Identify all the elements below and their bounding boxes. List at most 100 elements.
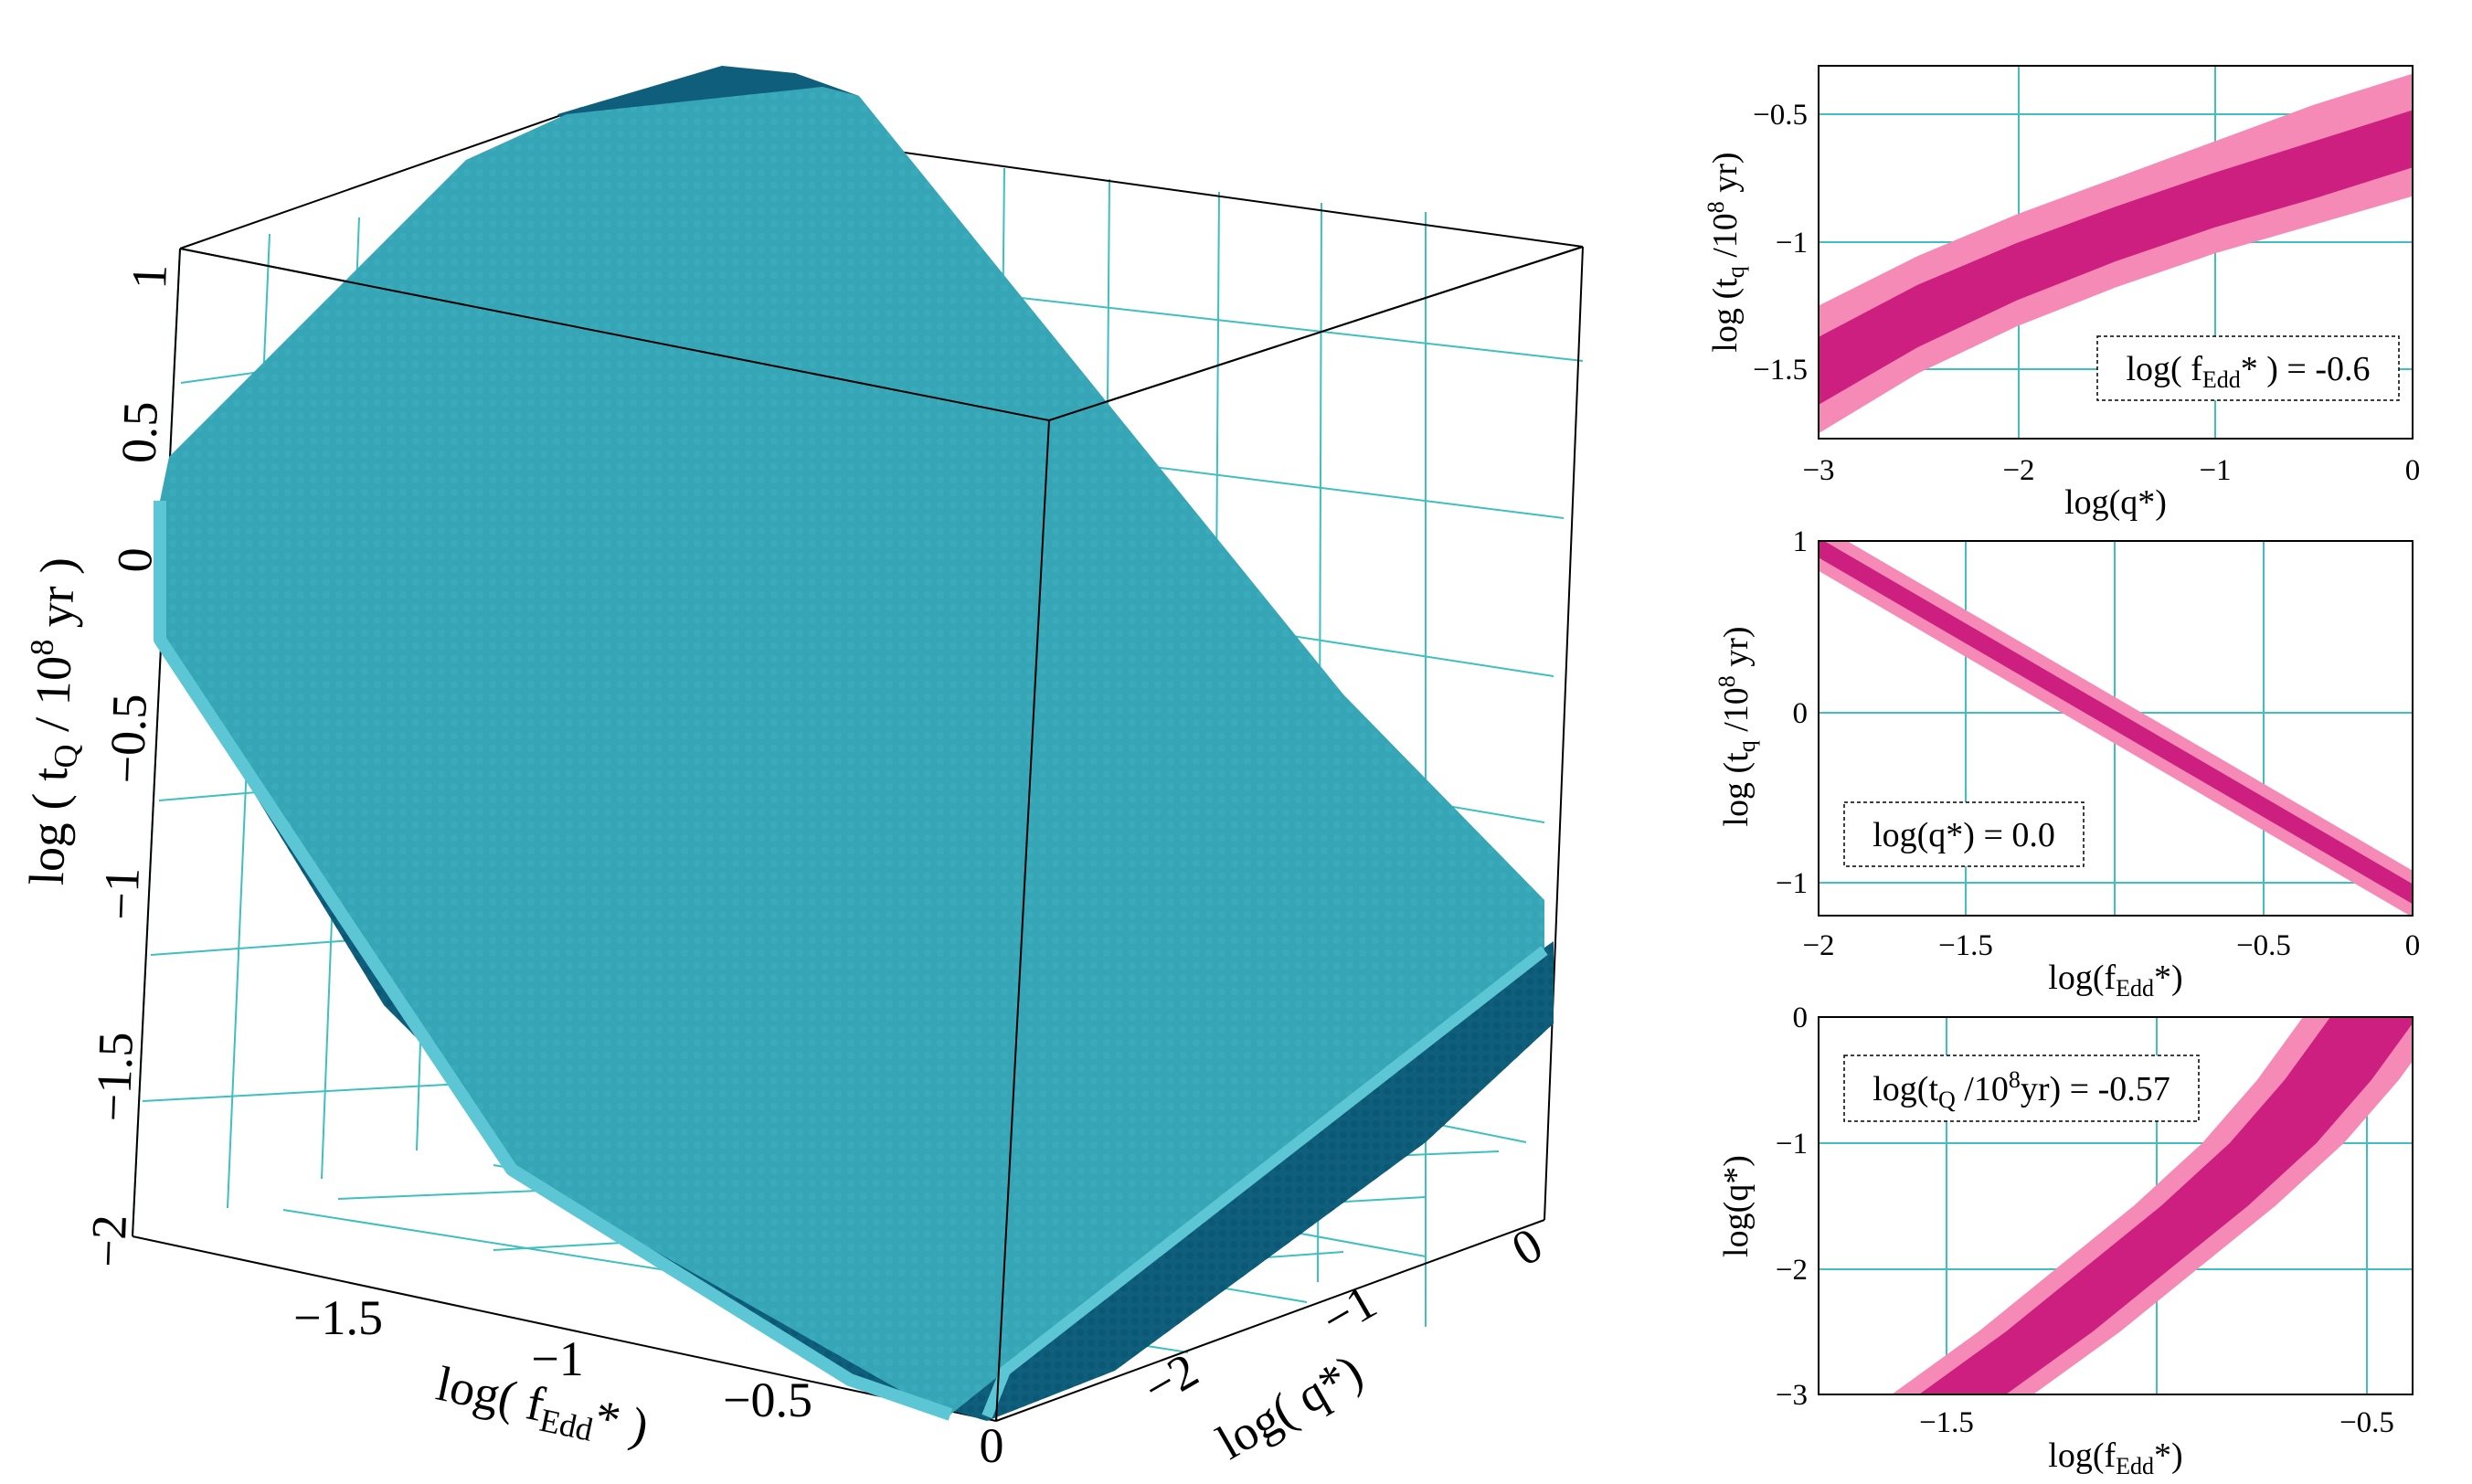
surface-back-edge [179,248,1050,421]
x-axis-label: log(q*) [2064,483,2167,522]
y-tick-label: −0.5 [1753,99,1808,132]
y-tick-label: −1.5 [1753,354,1808,387]
x-tick-label: −0.5 [2339,1406,2394,1439]
x-ticks: −1.5 −0.5 [1919,1406,2394,1439]
axes-frame [1818,1016,2414,1395]
y-axis-label-post: yr) [1717,626,1756,675]
surface-top-texture [160,87,1544,1415]
y-axis-label: log (tq /108 yr) [1713,626,1760,826]
annotation-pre: log( f [2126,350,2202,388]
panel-tq-vs-fedd: 1 0 −1 −2 −1.5 −0.5 0 log(fEdd*) log (tq… [1713,525,2420,1002]
y-axis-label-sup: 8 [1713,675,1740,687]
x-axis-label-post: *) [2154,1436,2183,1475]
y-tick-label: 0 [1793,697,1809,730]
y-tick-label: −1 [1312,1274,1385,1348]
x-ticks: −3 −2 −1 0 [1802,454,2420,487]
y-axis-label-sub: q [1723,266,1749,278]
x-axis-label-sub: Edd [2116,1453,2154,1479]
y-tick-label: −1 [1776,867,1808,900]
y-tick-label: −1 [1776,227,1808,260]
x-axis-label: log(fEdd*) [2048,959,2182,1002]
z-tick-label: 0.5 [111,400,168,464]
x-tick-label: −1.5 [1919,1406,1974,1439]
y-tick-label: −2 [1134,1342,1207,1416]
annotation-pre: log(t [1873,1070,1938,1108]
z-tick-label: 1 [122,263,177,290]
y-axis-label-sup: 8 [1703,201,1729,213]
y-tick-label: −3 [1776,1379,1808,1412]
surface-front-edge [995,419,1050,1422]
band-inner [1819,541,2413,905]
x-axis-label: log(fEdd*) [2048,1436,2182,1479]
z-axis-label: log ( tQ / 108 yr ) [16,556,90,886]
axes-frame [1818,540,2414,917]
band-inner [1819,110,2413,405]
panel-q-vs-fedd: 0 −1 −2 −3 −1.5 −0.5 log(fEdd*) log(q*) … [1717,1002,2414,1479]
z-axis-label-post: yr ) [27,556,85,641]
y-ticks: 1 0 −1 [1776,525,1808,900]
y-ticks: 0 −1 −2 −3 [1776,1002,1808,1412]
z-tick-label: −2 [80,1214,137,1268]
annotation-box [2096,335,2400,401]
x-axis-label-pre: log(f [2048,1436,2116,1475]
z-tick-label: 0 [107,546,163,573]
y-axis-label: log (tq /108 yr) [1703,152,1749,352]
z-axis-label-mid: / 10 [24,655,81,745]
annotation-text: log(q*) = 0.0 [1873,816,2055,854]
surface-rim-right [981,946,1548,1419]
x-axis-label-pre: log(f [2048,959,2116,997]
x-tick-label: −1 [2199,454,2231,487]
x-tick-label: −0.5 [723,1373,812,1427]
annotation-post: yr) = -0.57 [2021,1070,2170,1108]
axes-frame [1818,65,2414,440]
annotation-box [1843,801,2085,867]
y-axis-label-sub: q [1734,740,1760,752]
x-axis-label-post: * ) [589,1389,653,1454]
surface-3d-plot: 1 0.5 0 −0.5 −1 −1.5 −2 log ( tQ / 108 y… [16,66,1584,1473]
x-axis-label-post: *) [2154,959,2183,997]
surface-ridge-line [1048,246,1584,421]
annotation-mid: /10 [1956,1070,2009,1108]
y-axis-label-pre: log (t [1706,278,1745,353]
x-tick-label: −1 [531,1331,583,1386]
x-tick-label: 0 [980,1418,1004,1473]
x-tick-label: 0 [2405,454,2421,487]
z-tick-label: −1 [93,866,150,921]
solution-surface [154,66,1584,1422]
y-axis-label-pre: log (t [1717,752,1756,827]
y-axis-label-mid: /10 [1706,213,1745,266]
y-axis-label-mid: /10 [1717,687,1756,740]
surface-rim [154,501,953,1421]
annotation-sub: Edd [2202,366,2241,393]
annotation-sub: Q [1938,1086,1956,1113]
x-tick-label: −2 [2002,454,2034,487]
x-tick-label: −1.5 [293,1290,383,1345]
annotation-post: * ) = -0.6 [2241,350,2371,388]
x-axis-label-sub: Edd [2116,975,2154,1002]
x-tick-label: −3 [1802,454,1834,487]
annotation-text: log( fEdd* ) = -0.6 [2126,350,2370,393]
annotation-text: log(tQ /108yr) = -0.57 [1873,1066,2170,1113]
annotation-box [1843,1055,2200,1122]
x-axis-label-sub: Edd [536,1402,596,1448]
y-axis-label: log( q*) [1207,1343,1371,1469]
x-tick-label: 0 [2405,929,2421,962]
x-tick-label: −2 [1802,929,1834,962]
y-axis-label: log(q*) [1717,1155,1756,1257]
z-axis-label-sup: 8 [24,639,61,656]
z-axis-label-sub: Q [47,744,84,768]
x-axis-ticks: −1.5 −1 −0.5 0 [293,1290,1003,1473]
z-tick-label: −0.5 [100,693,157,784]
x-ticks: −2 −1.5 −0.5 0 [1802,929,2420,962]
y-ticks: −0.5 −1 −1.5 [1753,99,1808,387]
y-tick-label: 1 [1793,525,1809,558]
annotation-sup: 8 [2009,1066,2021,1093]
y-axis-label-post: yr) [1706,152,1745,201]
panel-tq-vs-q: −0.5 −1 −1.5 −3 −2 −1 0 log(q*) log (tq … [1703,65,2420,522]
band-inner [1919,1017,2413,1394]
y-tick-label: −2 [1776,1254,1808,1287]
z-tick-label: −1.5 [86,1031,143,1122]
z-axis-label-pre: log ( t [19,767,78,886]
y-tick-label: 0 [1793,1002,1809,1034]
